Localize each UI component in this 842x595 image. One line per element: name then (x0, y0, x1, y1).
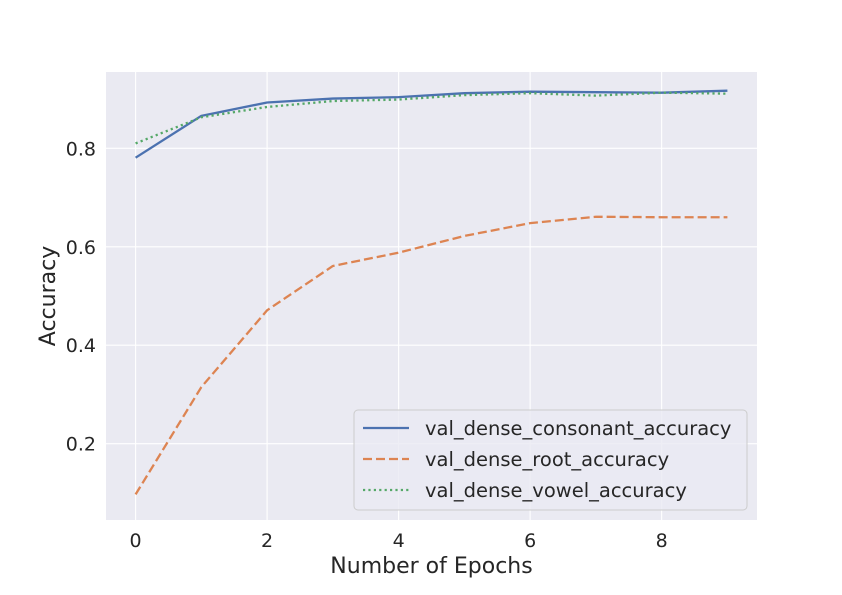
x-tick-label: 6 (524, 530, 536, 552)
y-axis-label: Accuracy (36, 246, 61, 346)
x-tick-label: 2 (261, 530, 273, 552)
x-tick-label: 4 (393, 530, 405, 552)
y-tick-label: 0.4 (66, 335, 96, 357)
x-tick-label: 0 (130, 530, 142, 552)
x-axis-ticks: 0 2 4 6 8 (130, 530, 668, 552)
x-axis-label: Number of Epochs (330, 554, 532, 579)
x-tick-label: 8 (656, 530, 668, 552)
series-line-0 (134, 89, 728, 159)
legend-label: val_dense_root_accuracy (425, 448, 669, 471)
legend-label: val_dense_consonant_accuracy (425, 417, 731, 440)
y-tick-label: 0.6 (66, 237, 96, 259)
y-tick-label: 0.2 (66, 434, 96, 456)
series-line-1 (134, 215, 728, 496)
series-line-2 (135, 91, 728, 145)
y-tick-label: 0.8 (66, 138, 96, 160)
y-axis-ticks: 0.2 0.4 0.6 0.8 (66, 138, 96, 455)
legend: val_dense_consonant_accuracy val_dense_ro… (353, 409, 748, 511)
data-series (134, 89, 728, 496)
legend-box (353, 409, 748, 511)
legend-label: val_dense_vowel_accuracy (425, 479, 687, 502)
